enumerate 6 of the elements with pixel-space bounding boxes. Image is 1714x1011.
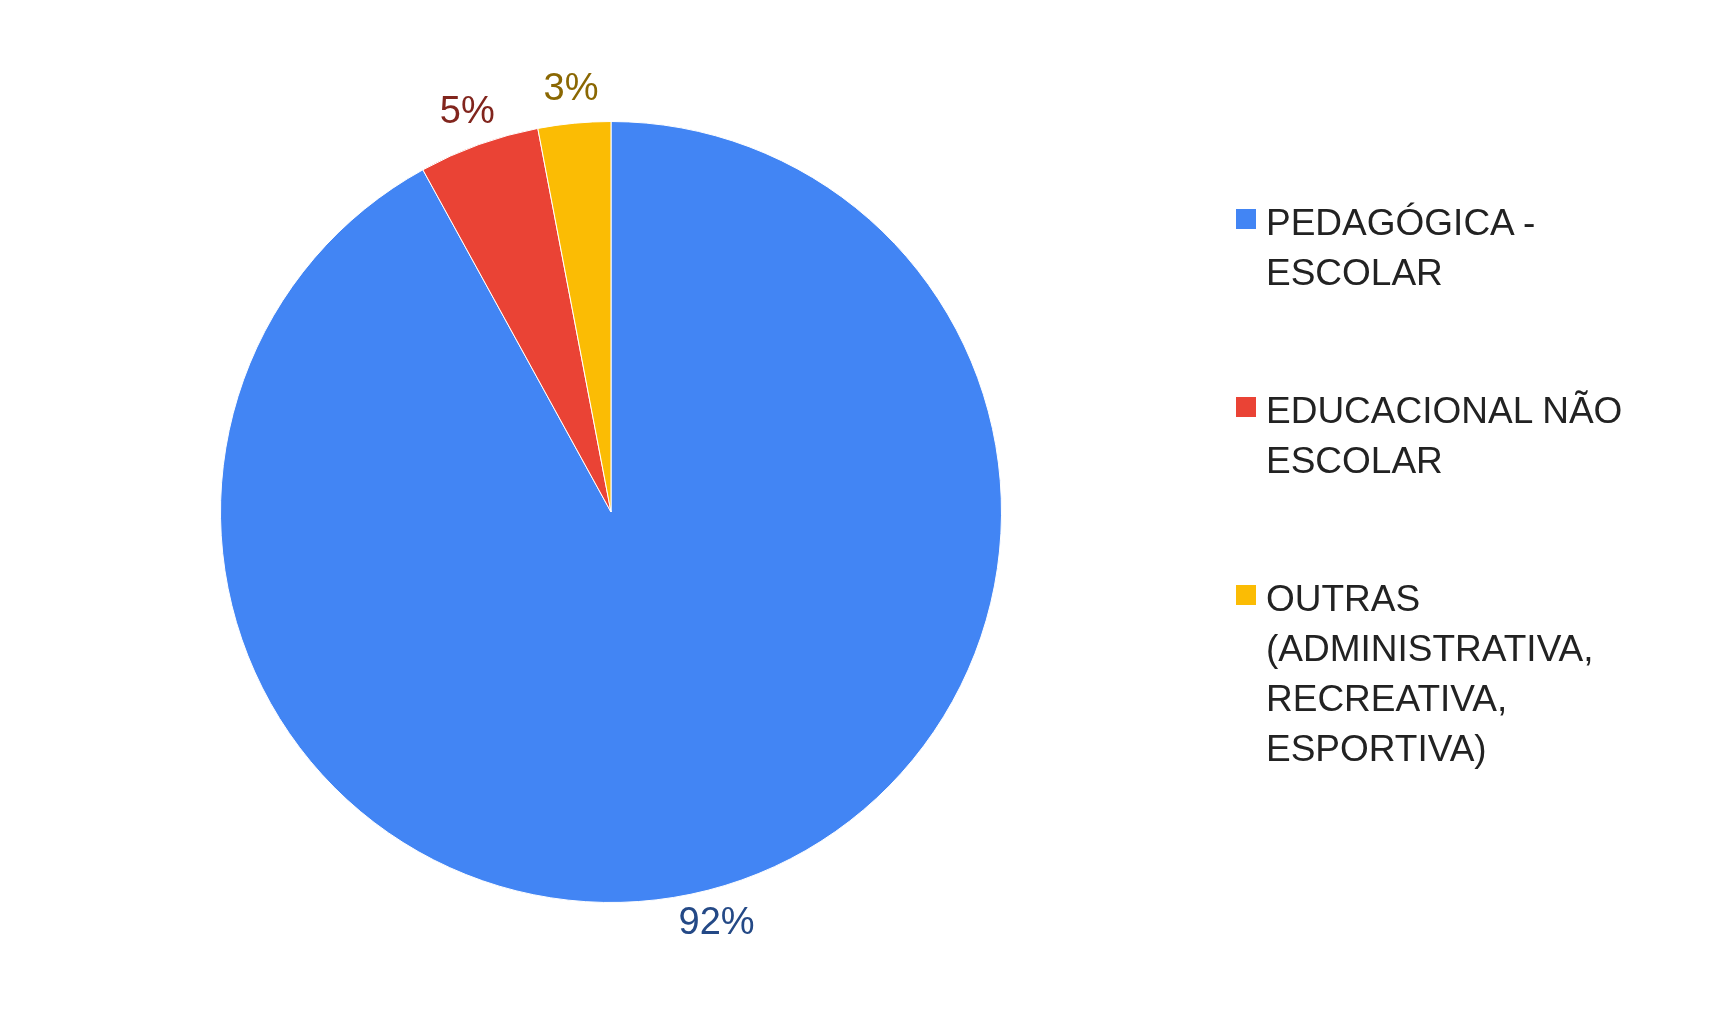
legend-label: PEDAGÓGICA - ESCOLAR: [1266, 201, 1537, 295]
legend-label: OUTRAS (ADMINISTRATIVA, RECREATIVA, ESPORTIVA): [1266, 577, 1595, 771]
legend-label: EDUCACIONAL NÃO ESCOLAR: [1266, 389, 1624, 483]
data-label: 3%: [543, 65, 599, 108]
data-label: 5%: [439, 89, 495, 132]
data-label: 92%: [678, 899, 755, 942]
